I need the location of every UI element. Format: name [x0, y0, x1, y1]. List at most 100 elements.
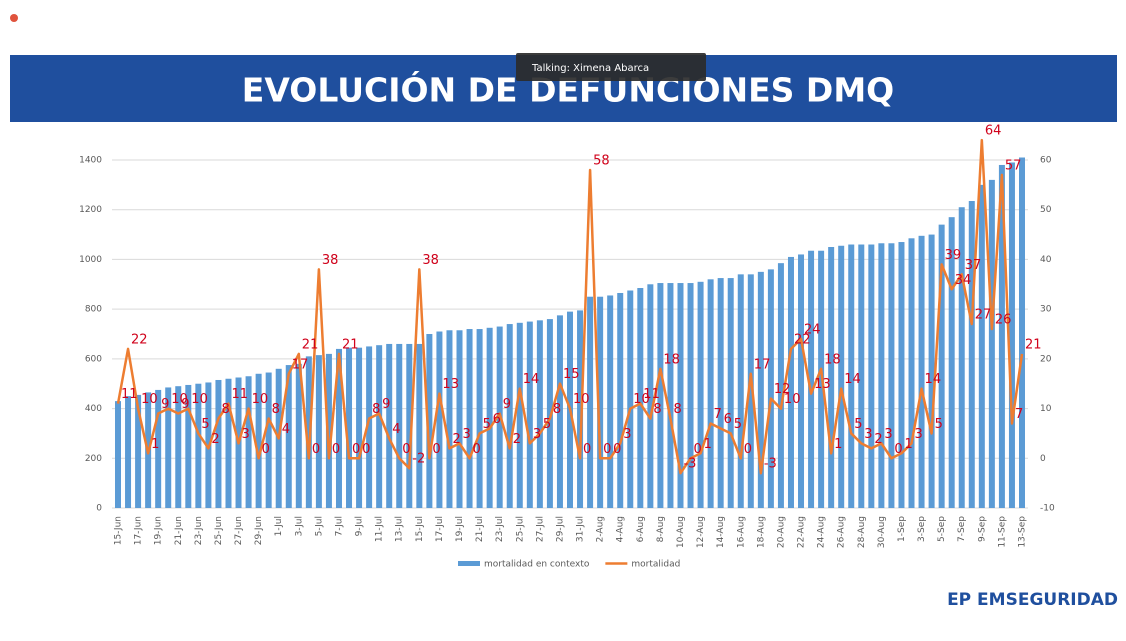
data-label: 9: [503, 397, 511, 412]
x-tick-label: 25-Jul: [515, 516, 525, 542]
data-label: 6: [724, 412, 732, 427]
data-label: 18: [663, 352, 680, 367]
data-label: 2: [874, 432, 882, 447]
data-label: 1: [834, 437, 842, 452]
x-tick-label: 30-Aug: [877, 516, 887, 548]
x-tick-label: 14-Aug: [716, 516, 726, 548]
data-label: 0: [613, 442, 621, 457]
data-label: 64: [985, 124, 1002, 139]
bar: [657, 283, 664, 508]
data-label: 8: [272, 402, 280, 417]
y-tick-label: 800: [85, 305, 102, 315]
bar: [938, 224, 945, 508]
bar: [315, 355, 322, 508]
x-tick-label: 12-Aug: [696, 516, 706, 548]
x-tick-label: 13-Jul: [395, 516, 405, 542]
x-tick-label: 5-Sep: [937, 516, 947, 542]
data-label: 3: [623, 427, 631, 442]
x-tick-label: 17-Jun: [134, 516, 144, 545]
data-label: 0: [744, 442, 752, 457]
bar: [215, 379, 222, 508]
bar: [617, 292, 624, 508]
data-label: 0: [694, 442, 702, 457]
data-label: 5: [483, 417, 491, 432]
x-tick-label: 16-Aug: [736, 516, 746, 548]
data-label: 3: [242, 427, 250, 442]
data-label: 8: [673, 402, 681, 417]
bar: [115, 401, 121, 508]
data-label: 57: [1005, 158, 1022, 173]
x-tick-label: 26-Aug: [837, 516, 847, 548]
y-tick-label: 1200: [79, 205, 102, 215]
bar: [285, 365, 292, 508]
x-tick-label: 25-Jun: [214, 516, 224, 545]
data-label: 14: [523, 372, 540, 387]
speaker-overlay: [516, 53, 706, 81]
data-label: 10: [573, 392, 590, 407]
data-label: 13: [814, 377, 831, 392]
x-tick-label: 19-Jul: [455, 516, 465, 542]
record-icon: [10, 14, 18, 22]
bar: [888, 243, 895, 508]
data-label: 4: [282, 422, 290, 437]
data-label: 1: [704, 437, 712, 452]
data-label: 10: [784, 392, 801, 407]
x-tick-label: 10-Aug: [676, 516, 686, 548]
data-label: 14: [844, 372, 861, 387]
bar: [587, 296, 594, 508]
bar: [185, 384, 192, 508]
x-tick-label: 3-Jul: [294, 516, 304, 536]
data-label: 5: [734, 417, 742, 432]
bar: [978, 184, 985, 508]
data-label: 8: [553, 402, 561, 417]
data-label: 9: [181, 397, 189, 412]
x-tick-label: 21-Jul: [475, 516, 485, 542]
data-label: 2: [211, 432, 219, 447]
x-tick-label: 27-Jun: [234, 516, 244, 545]
bar: [787, 256, 794, 508]
bar: [757, 271, 764, 508]
data-label: 0: [583, 442, 591, 457]
bar: [335, 348, 342, 508]
y2-tick-label: 60: [1040, 156, 1052, 166]
data-label: 15: [563, 367, 580, 382]
data-label: 11: [643, 387, 660, 402]
bar: [848, 244, 855, 508]
bar: [637, 288, 644, 508]
bar: [647, 284, 654, 508]
bar: [486, 327, 493, 508]
bar: [777, 263, 784, 508]
x-tick-label: 18-Aug: [756, 516, 766, 548]
x-tick-label: 8-Aug: [656, 516, 666, 542]
bar: [878, 243, 885, 508]
x-tick-label: 15-Jul: [415, 516, 425, 542]
x-tick-label: 17-Jul: [435, 516, 445, 542]
bar: [456, 330, 463, 508]
data-label: 37: [965, 258, 982, 273]
bar: [556, 315, 563, 508]
bar: [165, 387, 172, 508]
x-tick-label: 9-Jul: [355, 516, 365, 536]
bar: [597, 296, 604, 508]
y2-tick-label: 10: [1040, 404, 1052, 414]
x-tick-label: 21-Jun: [174, 516, 184, 545]
data-label: 3: [864, 427, 872, 442]
line: [116, 138, 1024, 475]
x-tick-label: 4-Aug: [616, 516, 626, 542]
data-label: 21: [342, 337, 359, 352]
bar: [356, 347, 363, 508]
x-tick-label: 9-Sep: [977, 516, 987, 542]
x-tick-label: 29-Jun: [254, 516, 264, 545]
bar: [466, 329, 473, 508]
data-label: 8: [221, 402, 229, 417]
y2-tick-label: 50: [1040, 205, 1052, 215]
data-label: 10: [191, 392, 208, 407]
data-label: -3: [764, 457, 777, 472]
bar: [667, 283, 674, 508]
x-tick-label: 22-Aug: [797, 516, 807, 548]
bar: [988, 179, 995, 508]
x-tick-label: 29-Jul: [555, 516, 565, 542]
bar: [868, 244, 875, 508]
x-tick-label: 5-Jul: [314, 516, 324, 536]
